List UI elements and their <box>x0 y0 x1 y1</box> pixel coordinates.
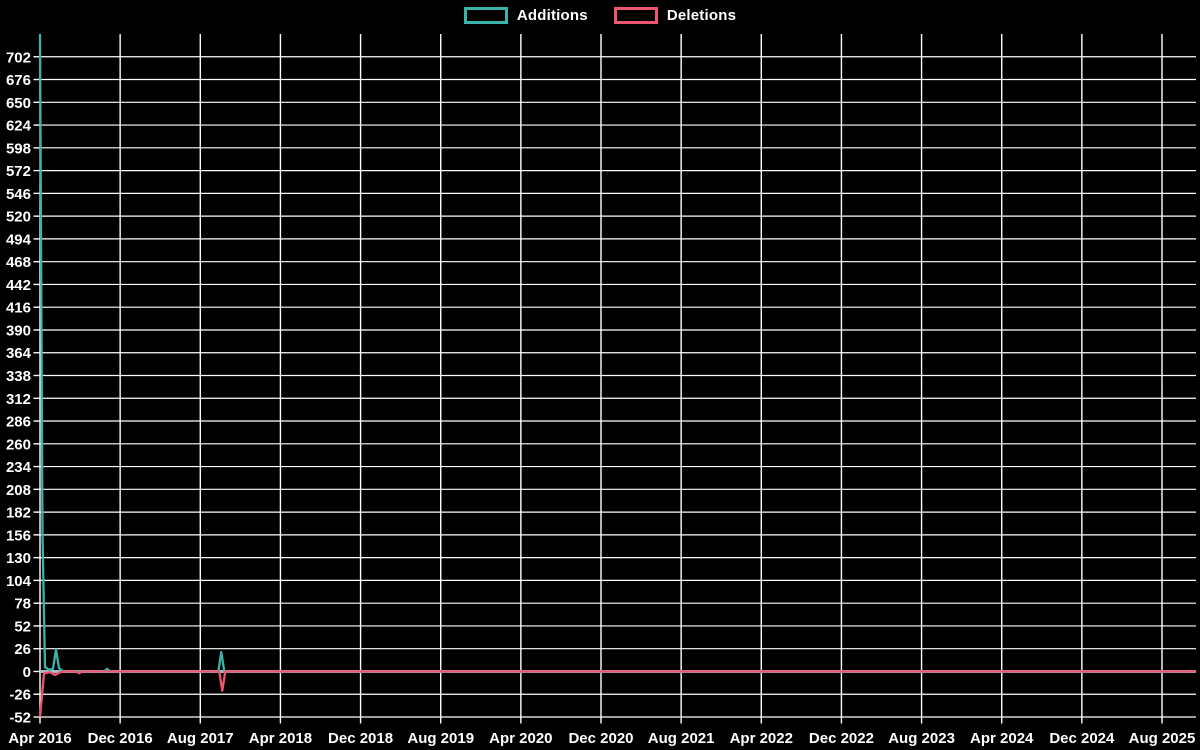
y-axis-label: 572 <box>6 163 31 180</box>
y-axis-label: 390 <box>6 322 31 339</box>
y-axis-label: -26 <box>9 687 31 704</box>
y-axis-label: 0 <box>23 664 31 681</box>
x-axis-label: Dec 2018 <box>328 730 393 747</box>
y-axis-label: 520 <box>6 209 31 226</box>
x-axis-label: Apr 2022 <box>730 730 793 747</box>
deletions-line <box>38 670 1197 718</box>
deletions-legend-swatch <box>613 7 658 24</box>
x-axis-label: Dec 2024 <box>1049 730 1115 747</box>
additions-legend-label: Additions <box>516 7 588 24</box>
additions-legend-swatch <box>463 7 508 24</box>
y-axis-label: 442 <box>6 277 31 294</box>
x-axis-label: Apr 2018 <box>249 730 312 747</box>
y-axis-label: 130 <box>6 550 31 567</box>
y-axis-label: 312 <box>6 391 31 408</box>
x-axis-label: Dec 2016 <box>88 730 153 747</box>
y-axis-label: 676 <box>6 72 31 89</box>
y-axis-label: 52 <box>14 618 31 635</box>
legend: Additions Deletions <box>0 7 1200 24</box>
y-axis-label: 26 <box>14 641 31 658</box>
legend-item-additions[interactable]: Additions <box>463 7 588 24</box>
y-axis-label: 416 <box>6 300 31 317</box>
legend-item-deletions[interactable]: Deletions <box>613 7 737 24</box>
y-axis-label: 208 <box>6 482 31 499</box>
y-axis-label: 182 <box>6 505 31 522</box>
x-axis-label: Aug 2023 <box>888 730 955 747</box>
y-axis-label: 546 <box>6 186 31 203</box>
y-axis-label: 286 <box>6 414 31 431</box>
y-axis-label: 156 <box>6 527 31 544</box>
y-axis-label: 598 <box>6 140 31 157</box>
x-axis-label: Dec 2022 <box>809 730 874 747</box>
x-axis-label: Dec 2020 <box>568 730 633 747</box>
x-axis-label: Apr 2020 <box>489 730 552 747</box>
y-axis-label: 260 <box>6 436 31 453</box>
x-axis-label: Aug 2025 <box>1129 730 1196 747</box>
x-axis-label: Apr 2016 <box>8 730 71 747</box>
x-axis-label: Apr 2024 <box>970 730 1034 747</box>
y-axis-label: 494 <box>6 231 32 248</box>
deletions-legend-label: Deletions <box>666 7 737 24</box>
y-axis-label: 338 <box>6 368 31 385</box>
y-axis-label: 702 <box>6 49 31 66</box>
y-axis-label: 624 <box>6 118 32 135</box>
y-axis-label: -52 <box>9 710 31 727</box>
y-axis-label: 650 <box>6 95 31 112</box>
y-axis-label: 364 <box>6 345 32 362</box>
x-axis-label: Aug 2021 <box>648 730 715 747</box>
y-axis-label: 104 <box>6 573 32 590</box>
y-axis-label: 234 <box>6 459 32 476</box>
y-axis-label: 468 <box>6 254 31 271</box>
x-axis-label: Aug 2017 <box>167 730 234 747</box>
y-axis-label: 78 <box>14 596 31 613</box>
x-axis-label: Aug 2019 <box>407 730 474 747</box>
